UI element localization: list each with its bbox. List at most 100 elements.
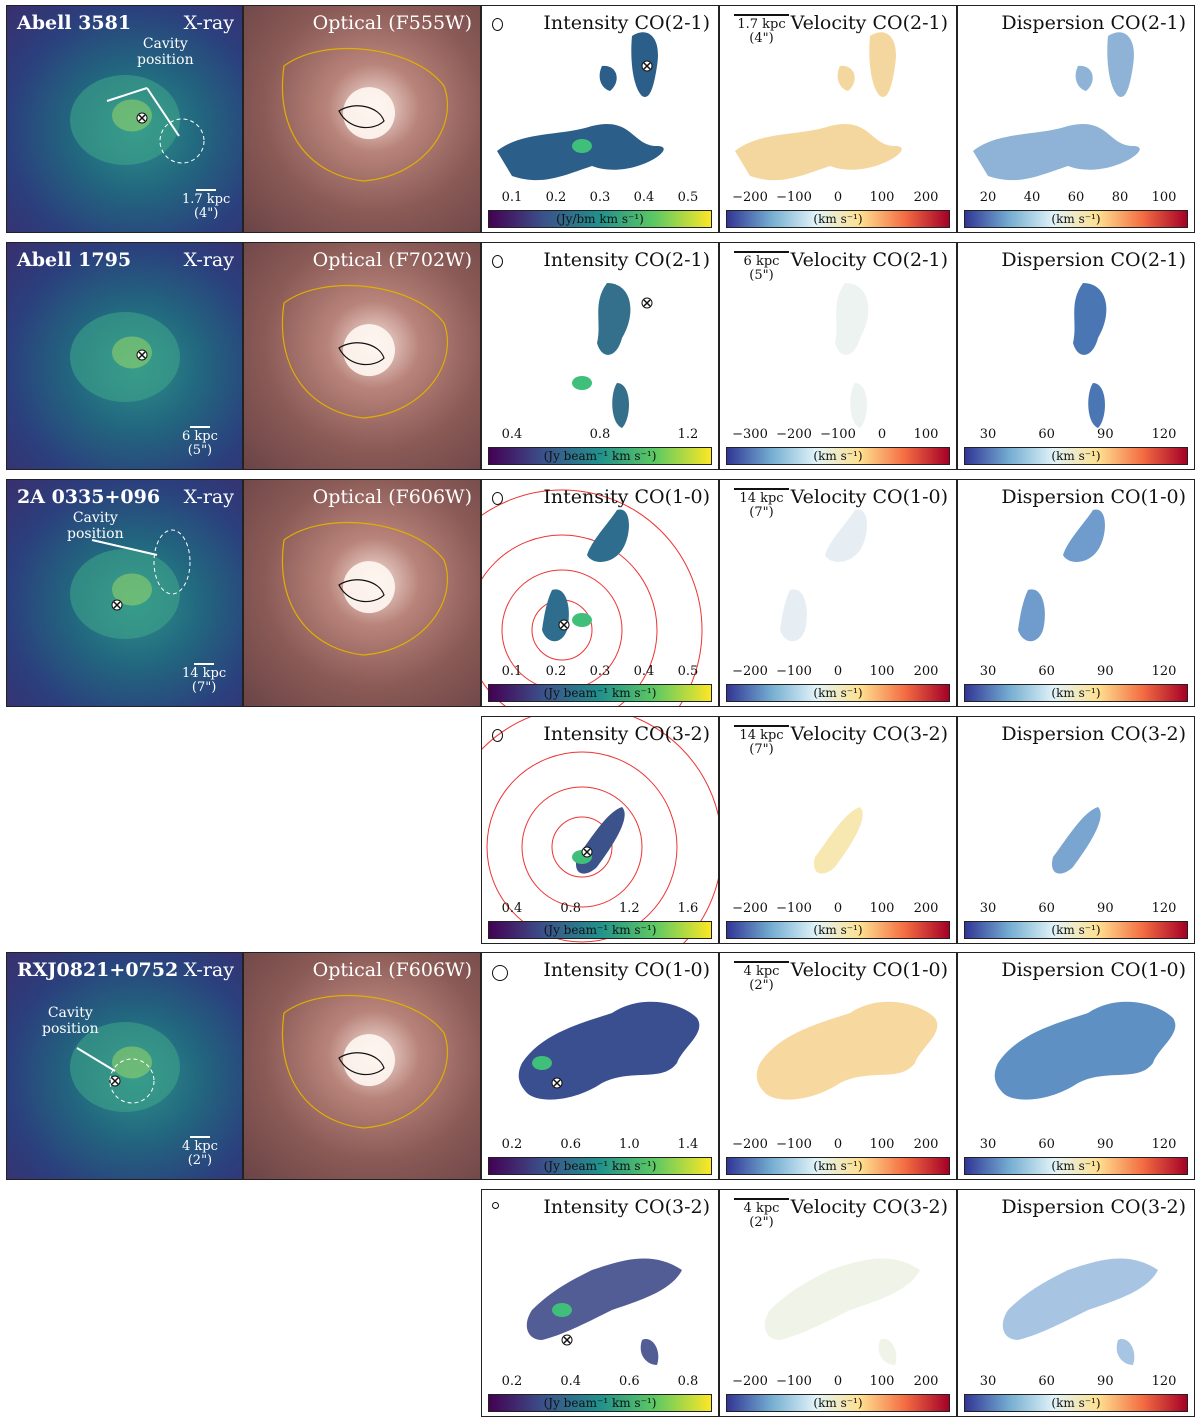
panel-title: Intensity CO(2-1) (543, 12, 710, 34)
nucleus-marker (641, 60, 653, 72)
colorbar-unit-label: (km s⁻¹) (813, 686, 863, 700)
colorbar-tick-label: −100 (776, 1137, 812, 1152)
scale-bar-label: 6 kpc (182, 429, 218, 444)
colorbar-tick-label: 0 (833, 1374, 843, 1389)
intensity-peak (572, 139, 592, 153)
xray-panel: Abell 1795 X-ray 6 kpc (5") (6, 242, 243, 470)
dispersion-panel: Dispersion CO(2-1) 30 60 90 120 (km s⁻¹) (957, 242, 1195, 470)
cluster-name: 2A 0335+096 (17, 486, 161, 508)
velocity-emission-2 (837, 65, 855, 91)
colorbar-tick-label: 100 (869, 1137, 895, 1152)
colorbar-tick-label: 80 (1111, 190, 1129, 205)
scale-bar-arcsec: (7") (749, 742, 774, 757)
velocity-emission-1 (869, 32, 896, 97)
dispersion-emission-0 (994, 1001, 1176, 1100)
colorbar-unit-label: (Jy beam⁻¹ km s⁻¹) (543, 1396, 657, 1410)
colorbar-tick-label: 0.6 (618, 1374, 640, 1389)
colorbar: (km s⁻¹) (726, 684, 950, 702)
velocity-emission-0 (735, 123, 902, 181)
scale-bar-line (189, 426, 210, 428)
xray-panel: 2A 0335+096 X-ray Cavity position 14 kpc (7"… (6, 479, 243, 707)
velocity-panel: Velocity CO(1-0) 4 kpc (2") −200 −100 0 100 200… (719, 952, 957, 1180)
intensity-emission-0 (526, 1258, 682, 1340)
intensity-emission-1 (640, 1339, 659, 1365)
colorbar: (Jy/bm km s⁻¹) (488, 210, 712, 228)
panel-title: Dispersion CO(1-0) (1001, 959, 1186, 981)
colorbar-tick-label: 0.5 (677, 190, 699, 205)
colorbar-tick-label: 90 (1097, 1374, 1114, 1389)
colorbar: (Jy beam⁻¹ km s⁻¹) (488, 921, 712, 939)
panel-title: Velocity CO(2-1) (790, 249, 948, 271)
colorbar-tick-label: −200 (732, 664, 768, 679)
scale-bar: 14 kpc (7") (182, 663, 226, 695)
panel-title: Velocity CO(2-1) (790, 12, 948, 34)
intensity-peak (532, 1056, 552, 1070)
galaxy-core (343, 561, 395, 614)
cavity-label: Cavity position (42, 1005, 99, 1037)
colorbar: (km s⁻¹) (964, 447, 1188, 465)
colorbar-tick-label: 100 (869, 664, 895, 679)
velocity-emission-0 (814, 807, 863, 874)
intensity-emission-1 (542, 589, 569, 642)
intensity-panel: Intensity CO(2-1) 0.1 0.2 0.3 0.4 0.5 (Jy/bm k… (481, 5, 719, 233)
colorbar-unit-label: (km s⁻¹) (813, 1159, 863, 1173)
colorbar: (km s⁻¹) (964, 684, 1188, 702)
beam-ellipse-icon (492, 492, 503, 505)
colorbar: (km s⁻¹) (964, 210, 1188, 228)
scale-bar: 6 kpc (5") (182, 426, 218, 458)
scale-bar-line (196, 189, 217, 191)
colorbar-tick-label: 90 (1097, 901, 1114, 916)
intensity-emission-0 (518, 1001, 700, 1100)
colorbar-tick-label: 0.4 (501, 901, 523, 916)
co-contour (338, 579, 385, 603)
colorbar-tick-label: −200 (732, 1374, 768, 1389)
cluster-name: Abell 3581 (17, 12, 132, 34)
colorbar-tick-label: −200 (776, 427, 812, 442)
nucleus-marker (136, 349, 148, 361)
colorbar-tick-label: −100 (776, 1374, 812, 1389)
dispersion-emission-1 (1107, 32, 1134, 97)
colorbar-tick-label: 40 (1023, 190, 1041, 205)
colorbar: (Jy beam⁻¹ km s⁻¹) (488, 684, 712, 702)
scale-bar-arcsec: (4") (193, 206, 219, 221)
dispersion-emission-0 (1052, 807, 1101, 874)
co-contour (338, 105, 385, 129)
dispersion-panel: Dispersion CO(3-2) 30 60 90 120 (km s⁻¹) (957, 1189, 1195, 1417)
panel-title: Optical (F702W) (312, 249, 472, 271)
colorbar-tick-label: −200 (732, 901, 768, 916)
colorbar-tick-label: 0.4 (633, 190, 655, 205)
optical-panel: Optical (F702W) (243, 242, 481, 470)
colorbar-tick-label: 100 (1151, 190, 1177, 205)
xray-contour (282, 285, 449, 419)
scale-bar-arcsec: (4") (749, 31, 774, 46)
colorbar-tick-label: 200 (913, 190, 939, 205)
cluster-name: Abell 1795 (17, 249, 132, 271)
colorbar-unit-label: (Jy beam⁻¹ km s⁻¹) (543, 449, 657, 463)
colorbar: (km s⁻¹) (726, 1157, 950, 1175)
colorbar-unit-label: (km s⁻¹) (1051, 449, 1101, 463)
scale-bar: 4 kpc (2") (182, 1136, 218, 1168)
dispersion-emission-1 (1116, 1339, 1135, 1365)
dispersion-emission-0 (973, 123, 1140, 181)
scale-bar: 14 kpc (7") (734, 488, 789, 520)
cavity-arrow-icon (76, 1047, 116, 1072)
colorbar-tick-label: 0.2 (501, 1137, 523, 1152)
dispersion-emission-0 (1002, 1258, 1158, 1340)
colorbar-unit-label: (km s⁻¹) (1051, 686, 1101, 700)
panel-title: Velocity CO(1-0) (790, 959, 948, 981)
colorbar-tick-label: 1.4 (677, 1137, 699, 1152)
colorbar-tick-label: 30 (979, 664, 997, 679)
nucleus-marker (136, 112, 148, 124)
xray-ring-contour (482, 534, 658, 706)
colorbar-tick-label: 0.2 (501, 1374, 523, 1389)
dispersion-emission-1 (1088, 383, 1105, 428)
colorbar-tick-label: −200 (732, 190, 768, 205)
colorbar-tick-label: 30 (979, 1374, 997, 1389)
intensity-emission-0 (597, 283, 631, 355)
cavity-outline-icon (159, 118, 205, 164)
panel-title: Intensity CO(3-2) (543, 1196, 710, 1218)
panel-title: Intensity CO(1-0) (543, 486, 710, 508)
panel-title: Dispersion CO(3-2) (1001, 723, 1186, 745)
colorbar-tick-label: 0.1 (501, 190, 523, 205)
colorbar-tick-label: 90 (1097, 1137, 1114, 1152)
